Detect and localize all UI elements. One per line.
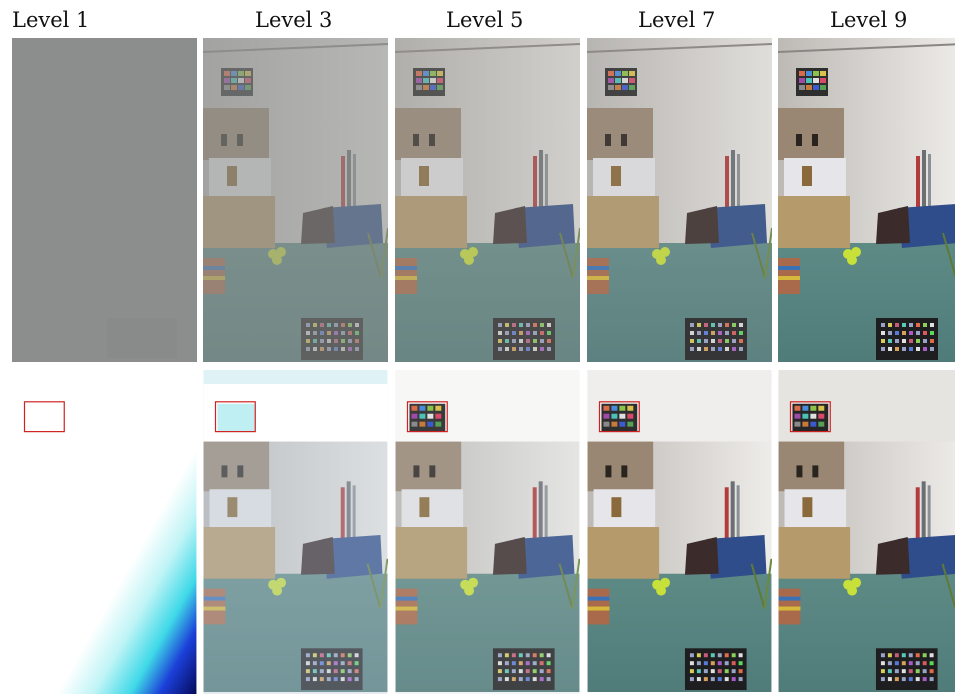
row1-level-7-image (587, 38, 772, 362)
dehazed-image (587, 38, 772, 362)
exposure-image (395, 370, 580, 694)
dehazed-image (395, 38, 580, 362)
row2-level-3-image (203, 370, 388, 694)
row1-level-3-image (203, 38, 388, 362)
highlight-box (23, 401, 65, 433)
row1-level-1-image (12, 38, 197, 362)
dehazed-image (203, 38, 388, 362)
exposure-image (203, 370, 388, 694)
highlight-box (214, 401, 256, 433)
row2-level-5-image (395, 370, 580, 694)
row1-level-5-image (395, 38, 580, 362)
dehazed-image (778, 38, 955, 362)
label-level-1: Level 1 (12, 8, 90, 32)
highlight-box (406, 401, 448, 433)
label-level-3: Level 3 (255, 8, 333, 32)
label-level-7: Level 7 (638, 8, 716, 32)
exposure-image (587, 370, 772, 694)
row2-level-7-image (587, 370, 772, 694)
row2-level-1-image (12, 370, 197, 694)
highlight-box (598, 401, 640, 433)
exposure-map (12, 370, 197, 694)
row1-level-9-image (778, 38, 955, 362)
label-level-9: Level 9 (830, 8, 908, 32)
label-level-5: Level 5 (446, 8, 524, 32)
hazy-image (12, 38, 197, 362)
row2-level-9-image (778, 370, 955, 694)
highlight-box (789, 401, 831, 433)
exposure-image (778, 370, 955, 694)
